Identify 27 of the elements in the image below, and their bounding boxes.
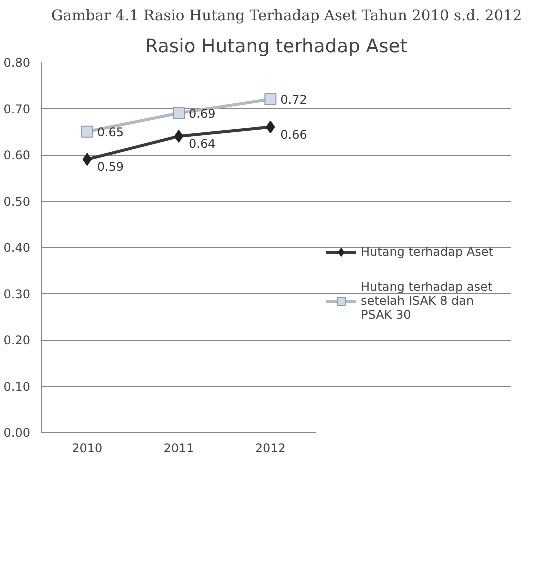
data-label: 0.72 — [280, 93, 308, 107]
x-tick-label: 2010 — [72, 442, 103, 456]
x-tick-label: 2011 — [164, 442, 194, 456]
data-label: 0.69 — [189, 106, 216, 121]
point — [266, 120, 276, 134]
y-tick-label: 0.60 — [4, 148, 30, 162]
legend-label: Hutang terhadap aset setelah ISAK 8 dan PSAK 30 — [361, 280, 493, 322]
chart-title: Rasio Hutang terhadap Aset — [145, 36, 408, 58]
y-tick-label: 0.40 — [4, 241, 30, 255]
data-label: 0.59 — [97, 160, 124, 174]
x-tick-label: 2012 — [255, 442, 286, 456]
point — [264, 94, 277, 106]
y-tick-label: 0.70 — [4, 102, 30, 116]
y-tick-label: 0.20 — [4, 334, 30, 348]
point — [81, 126, 94, 138]
data-label: 0.66 — [280, 128, 308, 142]
y-tick-label: 0.80 — [4, 56, 30, 70]
y-tick-label: 0.30 — [4, 287, 30, 302]
data-label: 0.65 — [97, 125, 124, 140]
text: Gambar 4.1 Rasio Hutang Terhadap Aset Tahun 2010 s.d. 2012 — [52, 8, 522, 24]
y-tick-label: 0.00 — [4, 426, 30, 440]
y-tick-label: 0.50 — [4, 194, 30, 209]
legend-label: Hutang terhadap Aset — [361, 245, 494, 259]
point — [173, 107, 185, 120]
data-label: 0.64 — [189, 137, 216, 151]
y-tick-label: 0.10 — [4, 380, 30, 394]
point — [82, 153, 92, 166]
